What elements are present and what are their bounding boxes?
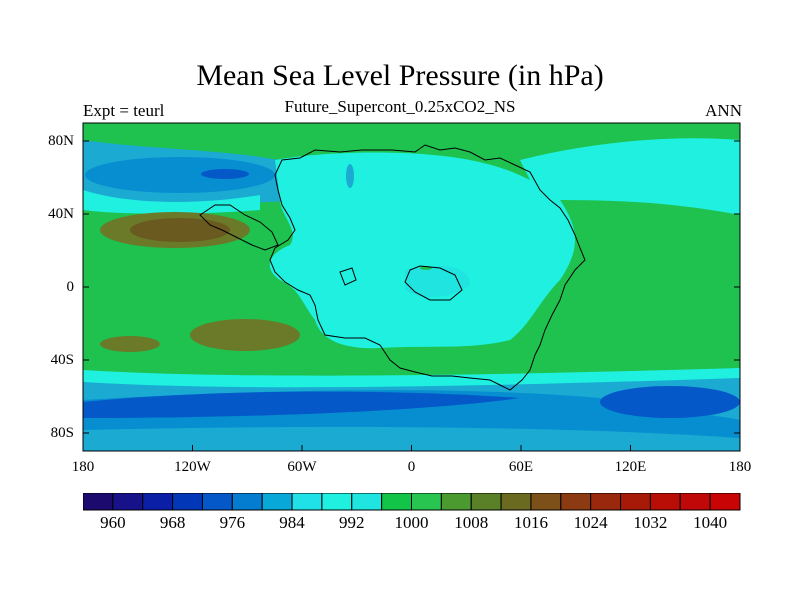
- colorbar-label: 1024: [573, 513, 608, 532]
- pressure-field: [83, 123, 740, 451]
- colorbar-label: 984: [279, 513, 305, 532]
- colorbar-box: [649, 493, 681, 511]
- colorbar-label: 960: [100, 513, 126, 532]
- colorbar-label: 1040: [693, 513, 728, 532]
- colorbar-label: 992: [339, 513, 365, 532]
- supercontinent-coastline: [269, 144, 586, 391]
- experiment-label: Expt = teurl: [83, 101, 165, 120]
- colorbar-label: 976: [219, 513, 246, 532]
- x-tick-label: 0: [407, 459, 416, 475]
- colorbar-label: 1008: [454, 513, 489, 532]
- south-high-west: [100, 336, 160, 352]
- colorbar-box: [321, 493, 353, 511]
- colorbar-box: [172, 493, 203, 511]
- x-tick-label: 120W: [174, 459, 211, 475]
- colorbar-box: [679, 493, 711, 511]
- y-tick-label: 0: [66, 279, 75, 295]
- chart-subtitle: Future_Supercont_0.25xCO2_NS: [284, 97, 516, 116]
- tick-marks: [82, 140, 741, 451]
- colorbar-box: [112, 493, 144, 511]
- x-tick-label: 180: [71, 459, 95, 475]
- y-tick-label: 80S: [50, 425, 74, 441]
- north-low-min: [201, 169, 249, 179]
- y-tick-label: 40S: [50, 352, 74, 368]
- interior-low: [405, 265, 470, 297]
- colorbar-box: [530, 493, 562, 511]
- colorbar-box: [351, 493, 383, 511]
- colorbar-box: [470, 493, 502, 511]
- north-low-core: [85, 157, 275, 193]
- colorbar-box: [709, 493, 741, 511]
- south-deep-west: [83, 391, 520, 418]
- colorbar-box: [500, 493, 532, 511]
- x-tick-label: 60E: [508, 459, 534, 475]
- colorbar-box: [231, 493, 263, 511]
- north-cyan-west: [83, 190, 260, 214]
- colorbar-box: [291, 493, 323, 511]
- south-high-central: [190, 319, 300, 351]
- colorbar-box: [381, 493, 413, 511]
- x-tick-label: 120E: [614, 459, 647, 475]
- chart-title: Mean Sea Level Pressure (in hPa): [196, 59, 604, 92]
- continent-low: [269, 152, 575, 349]
- y-tick-label: 40N: [48, 206, 74, 222]
- colorbar-box: [261, 493, 293, 511]
- y-tick-label: 80N: [48, 133, 74, 149]
- colorbar-label: 1032: [633, 513, 668, 532]
- colorbar-label: 968: [159, 513, 186, 532]
- colorbar-box: [560, 493, 592, 511]
- colorbar-box: [411, 493, 442, 511]
- south-pole-band: [83, 426, 740, 451]
- south-deep-east: [600, 386, 740, 418]
- inland-sea-outline: [404, 265, 463, 301]
- colorbar-box: [440, 493, 472, 511]
- north-high-core: [130, 218, 230, 242]
- north-cyan-east: [520, 138, 740, 215]
- western-peninsula-outline: [199, 204, 279, 251]
- small-low-spot: [346, 164, 354, 188]
- colorbar: [83, 493, 741, 511]
- x-tick-label: 180: [728, 459, 752, 475]
- island-outline: [339, 267, 357, 286]
- x-tick-label: 60W: [287, 459, 317, 475]
- colorbar-box: [620, 493, 651, 511]
- colorbar-box: [590, 493, 622, 511]
- colorbar-box: [201, 493, 233, 511]
- colorbar-box: [142, 493, 174, 511]
- colorbar-label: 1016: [513, 513, 548, 532]
- colorbar-box: [83, 493, 114, 511]
- colorbar-label: 1000: [394, 513, 429, 532]
- season-label: ANN: [705, 101, 742, 120]
